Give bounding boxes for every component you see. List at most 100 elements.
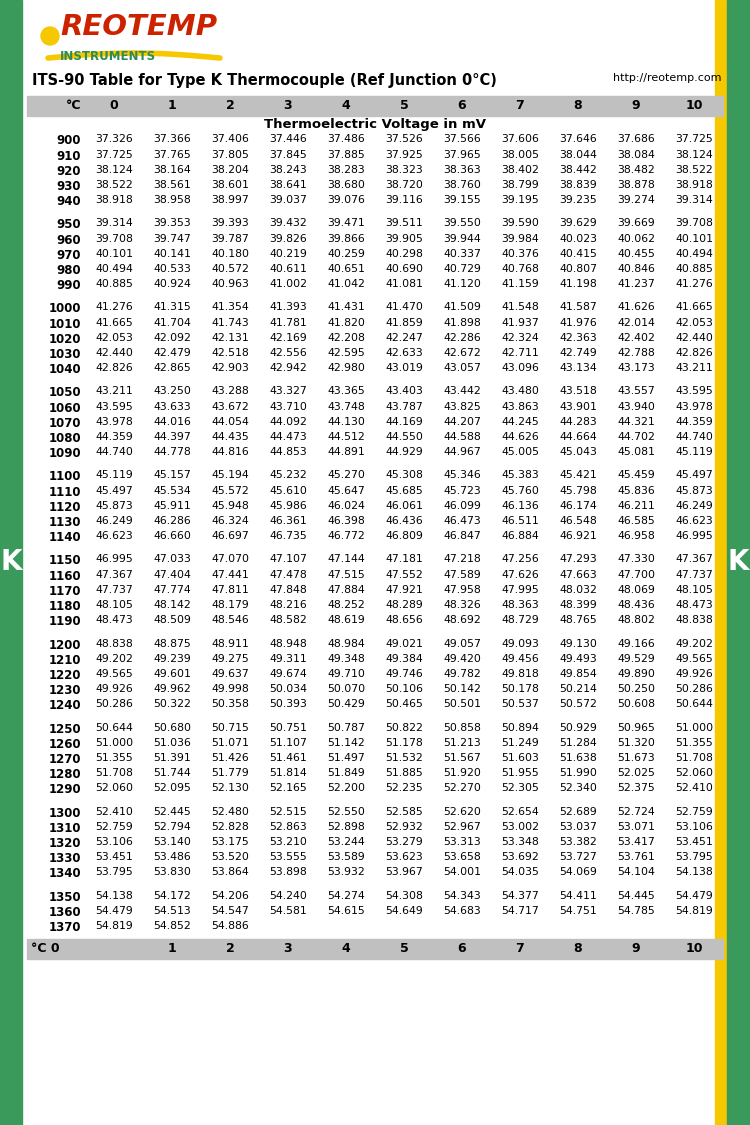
Text: 38.283: 38.283 — [327, 165, 364, 174]
Text: 37.885: 37.885 — [327, 150, 364, 160]
Text: 47.218: 47.218 — [443, 555, 481, 565]
Text: 52.445: 52.445 — [153, 807, 190, 817]
Text: 48.252: 48.252 — [327, 600, 364, 610]
Text: 53.864: 53.864 — [211, 867, 249, 878]
Text: 40.885: 40.885 — [675, 264, 713, 274]
Text: 53.210: 53.210 — [269, 837, 307, 847]
Text: 40.141: 40.141 — [153, 249, 191, 259]
Text: REOTEMP: REOTEMP — [60, 14, 217, 40]
Text: 53.244: 53.244 — [327, 837, 364, 847]
Text: 54.138: 54.138 — [675, 867, 712, 878]
Text: 41.898: 41.898 — [443, 317, 481, 327]
Text: 53.658: 53.658 — [443, 852, 481, 862]
Text: 46.174: 46.174 — [559, 501, 597, 511]
Text: 38.164: 38.164 — [153, 165, 190, 174]
Text: 46.847: 46.847 — [443, 531, 481, 541]
Text: 37.925: 37.925 — [386, 150, 423, 160]
Text: 40.101: 40.101 — [675, 234, 713, 244]
Text: 50.572: 50.572 — [559, 700, 597, 709]
Text: 51.178: 51.178 — [386, 738, 423, 748]
Text: 52.130: 52.130 — [211, 783, 249, 793]
Text: 51.355: 51.355 — [675, 738, 712, 748]
Text: 50.501: 50.501 — [443, 700, 481, 709]
Text: 37.606: 37.606 — [501, 135, 539, 144]
Text: 54.513: 54.513 — [153, 906, 190, 916]
Text: 1080: 1080 — [48, 432, 81, 446]
Text: 54.819: 54.819 — [95, 921, 133, 930]
Text: 53.071: 53.071 — [617, 821, 655, 831]
Text: 39.116: 39.116 — [386, 196, 423, 205]
Text: 52.515: 52.515 — [269, 807, 307, 817]
Text: 45.157: 45.157 — [153, 470, 190, 480]
Text: 43.787: 43.787 — [386, 402, 423, 412]
Text: 49.998: 49.998 — [211, 684, 249, 694]
Text: 40.337: 40.337 — [443, 249, 481, 259]
Text: °C: °C — [65, 99, 81, 113]
Text: 50.644: 50.644 — [95, 722, 133, 732]
Text: 48.179: 48.179 — [211, 600, 249, 610]
Text: 52.654: 52.654 — [501, 807, 538, 817]
Text: 54.717: 54.717 — [501, 906, 538, 916]
Text: 900: 900 — [56, 135, 81, 147]
Text: 45.308: 45.308 — [385, 470, 423, 480]
Text: 43.288: 43.288 — [211, 387, 249, 396]
Text: 42.247: 42.247 — [386, 333, 423, 343]
Text: 45.610: 45.610 — [269, 486, 307, 496]
Text: 39.314: 39.314 — [675, 196, 712, 205]
Text: 49.962: 49.962 — [153, 684, 190, 694]
Text: 47.070: 47.070 — [211, 555, 249, 565]
Text: 48.363: 48.363 — [501, 600, 538, 610]
Text: 39.590: 39.590 — [501, 218, 539, 228]
Text: 41.276: 41.276 — [675, 279, 712, 289]
Text: 46.995: 46.995 — [95, 555, 133, 565]
Text: 50.178: 50.178 — [501, 684, 539, 694]
Text: 54.445: 54.445 — [617, 891, 655, 900]
Text: 40.651: 40.651 — [327, 264, 365, 274]
Text: 1040: 1040 — [48, 363, 81, 376]
Text: 38.601: 38.601 — [211, 180, 249, 190]
Text: 41.587: 41.587 — [559, 303, 597, 313]
Text: 41.976: 41.976 — [559, 317, 597, 327]
Text: 52.724: 52.724 — [617, 807, 655, 817]
Text: 42.595: 42.595 — [327, 348, 364, 358]
Text: 42.440: 42.440 — [95, 348, 133, 358]
Text: 44.664: 44.664 — [559, 432, 597, 442]
Text: 53.727: 53.727 — [559, 852, 597, 862]
Text: 38.124: 38.124 — [675, 150, 712, 160]
Text: 52.200: 52.200 — [327, 783, 365, 793]
Text: 45.873: 45.873 — [675, 486, 712, 496]
Text: 43.595: 43.595 — [675, 387, 712, 396]
Text: 3: 3 — [284, 942, 292, 955]
Text: 47.293: 47.293 — [559, 555, 597, 565]
Text: 39.076: 39.076 — [327, 196, 365, 205]
Text: 45.572: 45.572 — [211, 486, 249, 496]
Text: 42.826: 42.826 — [675, 348, 712, 358]
Text: 53.175: 53.175 — [211, 837, 249, 847]
Text: 48.473: 48.473 — [95, 615, 133, 626]
Text: 51.000: 51.000 — [675, 722, 713, 732]
Text: 48.838: 48.838 — [95, 639, 133, 648]
Text: 960: 960 — [56, 234, 81, 246]
Text: 42.711: 42.711 — [501, 348, 538, 358]
Text: 53.417: 53.417 — [617, 837, 655, 847]
Text: 42.826: 42.826 — [95, 363, 133, 374]
Text: 45.270: 45.270 — [327, 470, 365, 480]
Text: 46.623: 46.623 — [675, 516, 712, 526]
Text: 54.751: 54.751 — [559, 906, 597, 916]
Text: 39.747: 39.747 — [153, 234, 190, 244]
Text: 41.548: 41.548 — [501, 303, 538, 313]
Text: 49.493: 49.493 — [559, 654, 597, 664]
Text: 52.898: 52.898 — [327, 821, 364, 831]
Text: 51.391: 51.391 — [153, 753, 190, 763]
Text: 6: 6 — [458, 99, 466, 113]
Text: 51.708: 51.708 — [95, 768, 133, 778]
Text: 38.482: 38.482 — [617, 165, 655, 174]
Text: 43.211: 43.211 — [95, 387, 133, 396]
Text: 1010: 1010 — [49, 317, 81, 331]
Text: 0: 0 — [110, 99, 118, 113]
Text: 44.321: 44.321 — [617, 417, 655, 426]
Text: 49.456: 49.456 — [501, 654, 538, 664]
Text: 43.978: 43.978 — [95, 417, 133, 426]
Text: 47.737: 47.737 — [675, 569, 712, 579]
Text: 47.995: 47.995 — [501, 585, 538, 595]
